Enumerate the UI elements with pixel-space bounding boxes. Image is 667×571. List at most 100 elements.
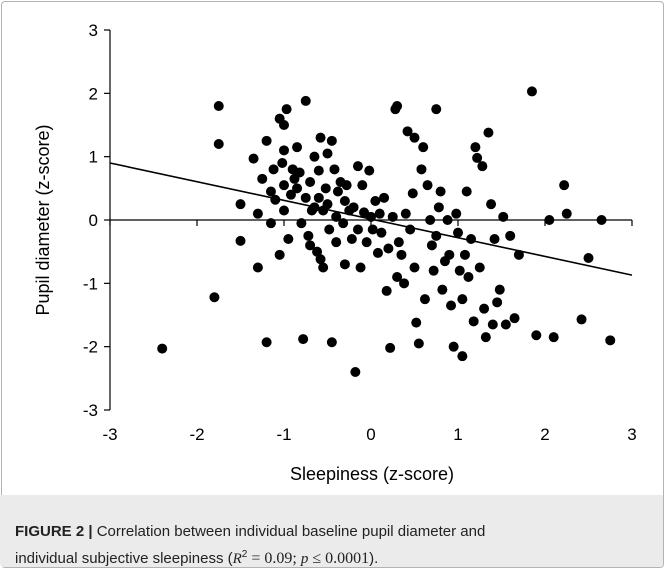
data-point [596,215,607,225]
data-point [457,294,468,305]
data-point [331,211,342,222]
data-point [352,224,363,235]
data-point [489,234,500,244]
data-point [426,240,437,251]
p-symbol: p [300,551,309,567]
data-point [355,262,366,273]
caption-box [0,495,663,567]
data-point [376,227,387,238]
data-point [315,132,326,143]
y-tick-label: -3 [83,401,98,420]
data-point [248,153,259,164]
data-point [411,317,422,328]
data-point [331,237,342,248]
data-point [583,253,594,263]
x-tick-label: -1 [276,425,291,444]
data-point [279,120,289,130]
data-point [513,249,524,260]
data-point [435,186,446,197]
data-point [442,215,453,225]
data-point [416,164,427,175]
data-point [315,254,326,265]
x-tick-label: -3 [102,425,117,444]
data-point [352,161,363,172]
data-point [605,335,616,346]
data-point [396,249,407,260]
p-value: ≤ 0.0001 [308,550,370,567]
data-point [483,127,494,138]
data-point [285,189,296,200]
data-point [409,132,420,143]
x-tick-label: 0 [366,425,375,444]
data-point [576,314,587,325]
data-point [252,262,263,273]
data-point [309,151,320,162]
data-point [265,186,276,197]
data-point [419,294,430,305]
data-point [361,237,372,248]
data-point [383,243,394,254]
data-point [298,334,309,345]
data-point [274,249,285,260]
data-point [433,202,444,213]
data-point [526,86,537,97]
data-point [281,104,292,115]
data-point [385,342,396,353]
data-point [453,227,463,238]
data-point [322,199,333,210]
caption-line1: Correlation between individual baseline … [92,523,486,540]
data-point [474,262,485,273]
y-tick-label: 3 [89,21,98,40]
data-point [370,196,381,206]
data-point [500,319,511,330]
data-point [252,208,263,219]
y-tick-label: 1 [89,148,98,167]
data-point [451,208,462,219]
data-point [348,202,359,213]
data-point [418,142,429,153]
data-point [268,164,279,175]
data-point [437,284,448,295]
data-point [444,249,455,260]
data-point [209,292,220,303]
data-point [257,173,268,184]
data-point [339,196,350,206]
data-point [265,218,276,229]
data-point [279,180,289,191]
data-points [157,86,616,377]
data-point [409,262,420,273]
scatter-chart: 3 2 1 0 -1 -2 -3-3 -2 -1 0 1 2 3 Sleepiness (z-score… [33,21,637,484]
r-symbol: R [232,551,242,567]
data-point [477,161,488,172]
data-point [339,259,350,270]
data-point [559,180,570,191]
data-point [350,367,361,377]
data-point [461,186,472,197]
data-point [387,211,398,222]
data-point [463,272,474,282]
y-tick-label: 2 [89,84,98,103]
data-point [561,208,572,219]
data-point [326,135,337,146]
data-point [326,337,337,348]
figure-caption: FIGURE 2 | Correlation between individua… [15,520,655,571]
data-point [392,272,403,282]
data-point [374,208,385,219]
data-point [392,101,403,111]
data-point [413,338,424,349]
data-point [492,297,503,308]
trendline [109,162,633,276]
figure-label: FIGURE 2 | [15,523,93,540]
caption-line2: individual subjective sleepiness ( [15,550,233,567]
data-point [480,332,491,343]
data-point [468,316,479,327]
data-point [505,230,516,241]
data-point [544,215,555,225]
data-point [446,300,457,311]
data-point [305,240,316,251]
data-point [261,135,272,146]
data-point [261,337,272,348]
data-point [303,230,314,241]
data-point [292,142,303,153]
data-point [318,262,329,273]
